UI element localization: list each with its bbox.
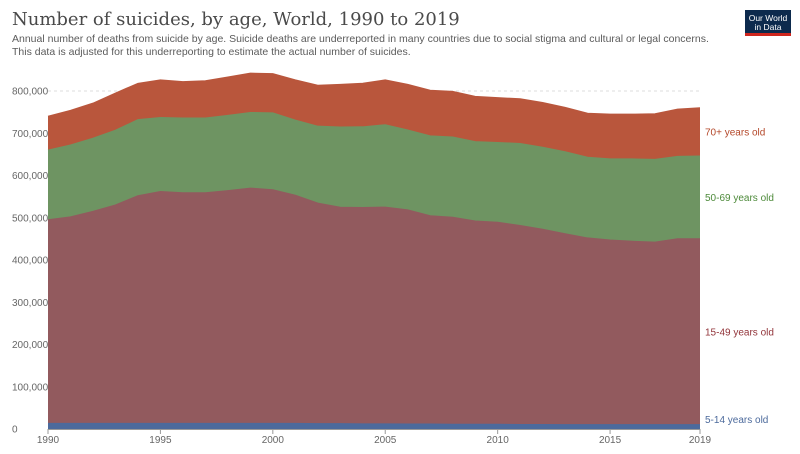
y-tick-label: 500,000 — [12, 213, 49, 224]
x-tick-label: 2019 — [689, 435, 712, 446]
chart-title: Number of suicides, by age, World, 1990 … — [12, 9, 460, 30]
y-tick-label: 100,000 — [12, 382, 49, 393]
y-tick-label: 300,000 — [12, 298, 49, 309]
area-outline-0 — [48, 422, 700, 426]
area-outline-1 — [47, 187, 700, 243]
owid-logo[interactable]: Our World in Data — [745, 10, 791, 36]
y-tick-label: 0 — [12, 425, 18, 436]
x-tick-label: 2005 — [374, 435, 397, 446]
series-label-0[interactable]: 5-14 years old — [705, 415, 768, 426]
logo-line-2: in Data — [754, 22, 782, 32]
area-series-3[interactable] — [48, 73, 700, 160]
y-tick-label: 400,000 — [12, 256, 49, 267]
y-tick-label: 700,000 — [12, 129, 49, 140]
y-tick-label: 600,000 — [12, 171, 49, 182]
series-label-1[interactable]: 15-49 years old — [705, 327, 774, 338]
area-outline-3 — [47, 72, 701, 117]
x-tick-label: 2015 — [599, 435, 622, 446]
y-tick-label: 800,000 — [12, 87, 49, 98]
series-label-2[interactable]: 50-69 years old — [705, 193, 774, 204]
x-tick-label: 1990 — [37, 435, 60, 446]
x-tick-label: 2000 — [262, 435, 285, 446]
y-axis: 0 100,000 200,000 300,000 400,000 500,000 600,… — [12, 87, 49, 436]
y-tick-label: 200,000 — [12, 340, 49, 351]
area-series-1[interactable] — [48, 188, 700, 425]
x-axis: 1990 1995 2000 2005 2010 2015 2019 — [37, 429, 712, 446]
series-areas — [47, 72, 701, 429]
series-labels: 5-14 years old 15-49 years old 50-69 years… — [705, 127, 774, 425]
area-outline-2 — [47, 111, 701, 161]
area-series-2[interactable] — [48, 112, 700, 243]
x-tick-label: 1995 — [149, 435, 172, 446]
chart-subtitle: Annual number of deaths from suicide by … — [12, 33, 709, 58]
series-label-3[interactable]: 70+ years old — [705, 127, 765, 138]
x-tick-label: 2010 — [487, 435, 510, 446]
logo-line-1: Our World — [748, 13, 788, 23]
